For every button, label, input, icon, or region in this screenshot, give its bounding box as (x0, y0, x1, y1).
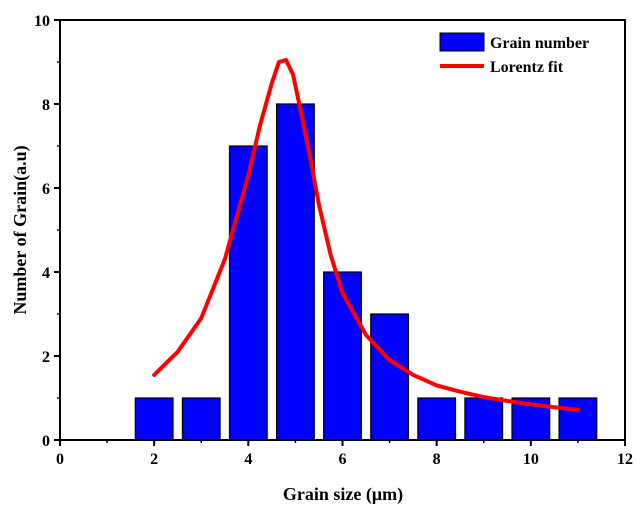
legend-label-lorentz-fit: Lorentz fit (490, 59, 564, 76)
x-tick-label-8: 8 (433, 451, 441, 468)
ticks-layer: 0 2 4 6 8 10 12 0 2 4 6 8 10 (34, 13, 633, 468)
bars-layer (134, 103, 598, 441)
y-tick-label-6: 6 (42, 181, 50, 198)
x-tick-label-10: 10 (523, 451, 539, 468)
bar-11 (558, 397, 598, 441)
bar-8 (417, 397, 457, 441)
lorentz-fit-line (152, 57, 580, 412)
x-tick-label-0: 0 (56, 451, 64, 468)
x-tick-label-4: 4 (244, 451, 252, 468)
x-tick-label-2: 2 (150, 451, 158, 468)
legend-swatch-grain-number (439, 32, 485, 52)
bar-2 (134, 397, 174, 441)
x-axis-label: Grain size (μm) (283, 484, 403, 505)
y-tick-label-0: 0 (42, 433, 50, 450)
y-tick-label-2: 2 (42, 349, 50, 366)
x-tick-label-6: 6 (339, 451, 347, 468)
fit-layer (152, 57, 580, 412)
y-tick-label-10: 10 (34, 13, 50, 30)
y-tick-label-8: 8 (42, 97, 50, 114)
y-axis-label: Number of Grain(a.u) (10, 145, 31, 314)
bar-3 (181, 397, 221, 441)
bar-9 (464, 397, 504, 441)
bar-7 (370, 313, 410, 441)
bar-6 (323, 271, 362, 441)
legend-label-grain-number: Grain number (490, 35, 589, 52)
bar-4 (228, 145, 268, 441)
x-tick-label-12: 12 (617, 451, 633, 468)
legend: Grain number Lorentz fit (439, 32, 589, 76)
y-tick-label-4: 4 (42, 265, 50, 282)
bar-5 (275, 103, 315, 441)
